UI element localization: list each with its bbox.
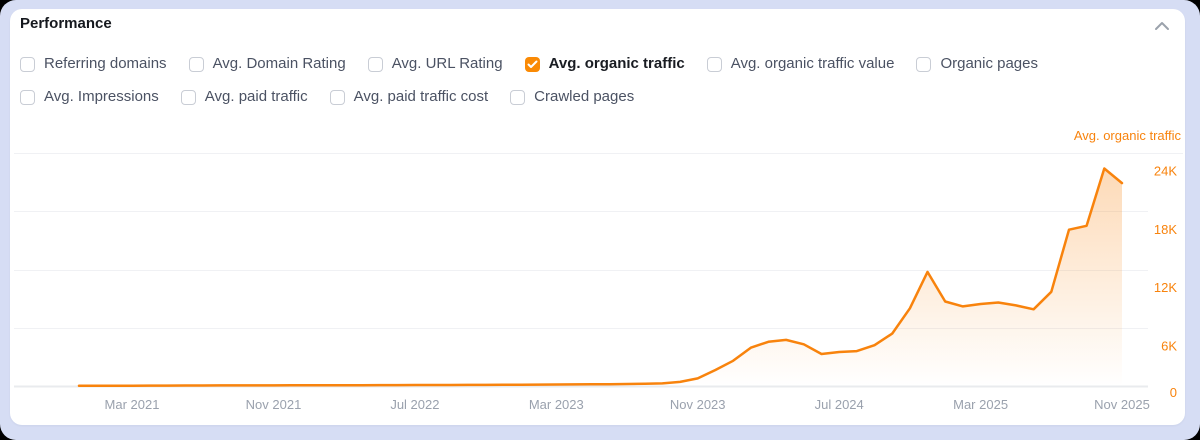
metric-checkbox-crawled-pages[interactable]: Crawled pages bbox=[510, 88, 634, 106]
checkbox-unchecked-icon[interactable] bbox=[706, 56, 722, 72]
metric-row-1: Referring domains Avg. Domain Rating Avg. … bbox=[20, 55, 1175, 73]
checkbox-checked-icon[interactable] bbox=[524, 56, 540, 72]
metric-checkbox-avg-impressions[interactable]: Avg. Impressions bbox=[20, 88, 159, 106]
metric-row-2: Avg. Impressions Avg. paid traffic Avg. pa… bbox=[20, 88, 1175, 106]
metric-checkbox-referring-domains[interactable]: Referring domains bbox=[20, 55, 167, 73]
metric-checkbox-organic-pages[interactable]: Organic pages bbox=[916, 55, 1038, 73]
metric-checkbox-avg-organic-traffic-value[interactable]: Avg. organic traffic value bbox=[706, 55, 895, 73]
metric-checkbox-avg-paid-traffic[interactable]: Avg. paid traffic bbox=[180, 88, 308, 106]
metric-label: Crawled pages bbox=[534, 88, 635, 105]
metric-checkbox-avg-paid-traffic-cost[interactable]: Avg. paid traffic cost bbox=[329, 88, 489, 106]
checkbox-unchecked-icon[interactable] bbox=[188, 56, 204, 72]
metric-label: Avg. Domain Rating bbox=[212, 55, 346, 72]
collapse-panel-button[interactable] bbox=[1151, 17, 1173, 37]
checkbox-unchecked-icon[interactable] bbox=[510, 89, 526, 105]
metric-label: Referring domains bbox=[44, 55, 167, 72]
metric-checkbox-group: Referring domains Avg. Domain Rating Avg. … bbox=[20, 55, 1175, 121]
metric-label: Avg. URL Rating bbox=[391, 55, 503, 72]
metric-checkbox-avg-organic-traffic[interactable]: Avg. organic traffic bbox=[524, 55, 685, 73]
checkbox-unchecked-icon[interactable] bbox=[916, 56, 932, 72]
panel-title: Performance bbox=[20, 15, 112, 32]
checkbox-unchecked-icon[interactable] bbox=[20, 56, 35, 72]
metric-checkbox-avg-url-rating[interactable]: Avg. URL Rating bbox=[367, 55, 503, 73]
checkbox-unchecked-icon[interactable] bbox=[180, 89, 196, 105]
metric-label: Avg. organic traffic value bbox=[730, 55, 895, 72]
metric-label: Avg. paid traffic bbox=[204, 88, 308, 105]
checkbox-unchecked-icon[interactable] bbox=[367, 56, 383, 72]
checkbox-unchecked-icon[interactable] bbox=[20, 89, 35, 105]
panel-header: Performance bbox=[20, 15, 1175, 32]
metric-label: Avg. organic traffic bbox=[548, 55, 685, 72]
chevron-up-icon bbox=[1154, 20, 1170, 35]
metric-checkbox-avg-domain-rating[interactable]: Avg. Domain Rating bbox=[188, 55, 346, 73]
performance-panel: Performance Referring domains Avg. Domain… bbox=[10, 9, 1185, 425]
metric-label: Avg. Impressions bbox=[44, 88, 159, 105]
metric-label: Organic pages bbox=[940, 55, 1038, 72]
checkbox-unchecked-icon[interactable] bbox=[329, 89, 345, 105]
metric-label: Avg. paid traffic cost bbox=[353, 88, 489, 105]
